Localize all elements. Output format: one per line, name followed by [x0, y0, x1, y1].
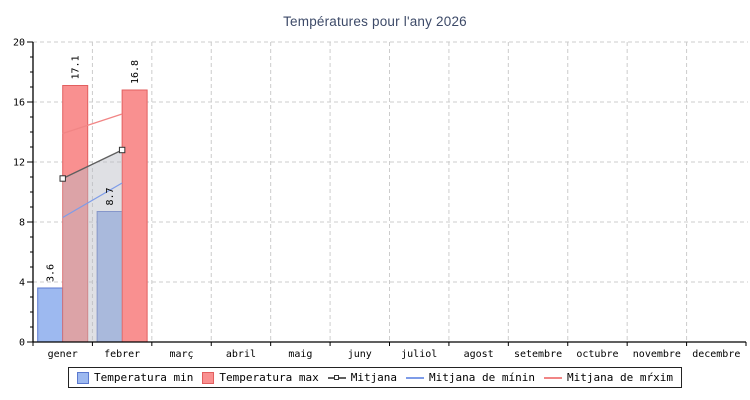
square-marker — [59, 175, 66, 182]
x-category-label: juliol — [401, 349, 437, 360]
x-category-label: octubre — [576, 349, 618, 360]
legend-square-marker — [333, 375, 339, 380]
bar-value-labels: 3.6 8.7 17.1 16.8 — [46, 55, 141, 282]
x-category-label: decembre — [692, 349, 740, 360]
legend-swatch-line — [327, 373, 346, 382]
legend-item: Temperatura max — [202, 371, 319, 384]
legend-item: Mitjana de mínin — [406, 371, 535, 384]
legend-swatch-square — [202, 371, 215, 384]
bar-value-label: 3.6 — [46, 264, 57, 282]
gridlines — [33, 41, 748, 342]
x-category-label: novembre — [633, 349, 681, 360]
y-tick-label: 20 — [13, 38, 25, 49]
bar-value-label: 16.8 — [130, 60, 141, 84]
legend-swatch-line — [544, 373, 563, 382]
y-tick-label: 8 — [19, 218, 25, 229]
x-category-label: juny — [348, 349, 372, 360]
x-category-label: setembre — [514, 349, 562, 360]
y-tick-label: 16 — [13, 98, 25, 109]
bar-value-label: 8.7 — [105, 187, 116, 205]
bar — [62, 85, 89, 343]
x-category-label: agost — [464, 349, 494, 360]
legend-label: Temperatura max — [219, 371, 319, 384]
legend-item: Mitjana — [327, 371, 398, 384]
legend-label: Mitjana — [350, 371, 398, 384]
legend-line — [406, 377, 425, 379]
line-series — [62, 113, 123, 135]
y-tick-label: 0 — [19, 338, 25, 349]
legend-item: Mitjana de mŕxim — [544, 371, 673, 384]
legend-line — [544, 377, 563, 379]
bars — [37, 85, 148, 343]
y-tick-label: 4 — [19, 278, 25, 289]
legend-label: Mitjana de mínin — [429, 371, 536, 384]
x-category-label: febrer — [104, 349, 140, 360]
x-category-label: maig — [288, 349, 312, 360]
legend-swatch-line — [406, 373, 425, 382]
x-category-label: gener — [48, 349, 78, 360]
x-category-label: abril — [226, 349, 256, 360]
axes: 0 4 8 12 16 20 gener febrer març abril maig juny jul… — [13, 38, 747, 360]
line-series — [62, 182, 123, 219]
legend: Temperatura min Temperatura max Mitjana Mit… — [68, 367, 682, 388]
legend-item: Temperatura min — [77, 371, 193, 384]
legend-swatch-square — [77, 371, 90, 384]
line-series — [62, 149, 123, 180]
legend-label: Temperatura min — [94, 371, 194, 384]
y-tick-label: 12 — [13, 158, 25, 169]
bar — [37, 287, 64, 343]
x-category-label: març — [169, 349, 193, 360]
mean-area — [62, 150, 123, 342]
bar-value-label: 17.1 — [71, 55, 82, 79]
legend-label: Mitjana de mŕxim — [567, 371, 673, 384]
bar — [121, 89, 148, 343]
chart-title: Températures pour l'any 2026 — [283, 14, 467, 29]
square-marker — [118, 146, 126, 154]
